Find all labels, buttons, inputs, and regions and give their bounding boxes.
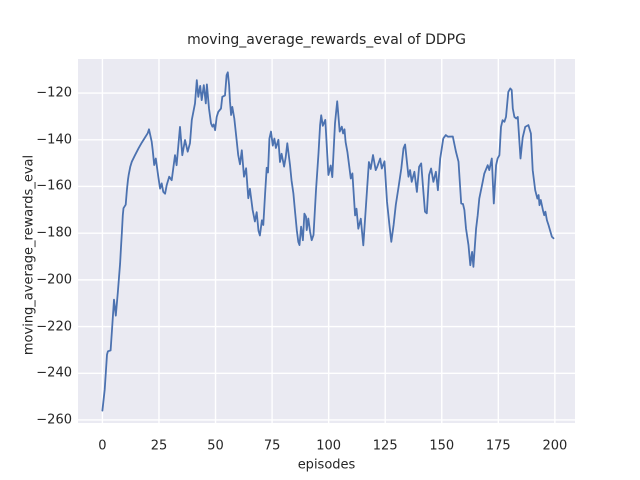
x-tick-label: 75	[263, 438, 281, 454]
y-tick-label: −220	[36, 319, 72, 335]
x-tick-label: 100	[316, 438, 342, 454]
y-tick-label: −140	[36, 132, 72, 148]
x-tick-label: 25	[150, 438, 168, 454]
y-tick-label: −180	[36, 225, 72, 241]
x-tick-label: 175	[485, 438, 511, 454]
x-tick-label: 0	[98, 438, 107, 454]
y-tick-label: −260	[36, 412, 72, 428]
y-tick-label: −200	[36, 272, 72, 288]
plot-area	[78, 59, 575, 423]
x-tick-label: 125	[372, 438, 398, 454]
ddpg-reward-line	[101, 71, 555, 412]
y-axis-label: moving_average_rewards_eval	[21, 154, 37, 356]
y-tick-label: −120	[36, 85, 72, 101]
chart-title: moving_average_rewards_eval of DDPG	[187, 32, 466, 48]
x-tick-label: 200	[542, 438, 568, 454]
y-tick-label: −240	[36, 365, 72, 381]
x-tick-label: 50	[207, 438, 224, 454]
y-tick-label: −160	[36, 178, 72, 194]
x-axis-label: episodes	[297, 457, 356, 473]
x-tick-label: 150	[429, 438, 455, 454]
